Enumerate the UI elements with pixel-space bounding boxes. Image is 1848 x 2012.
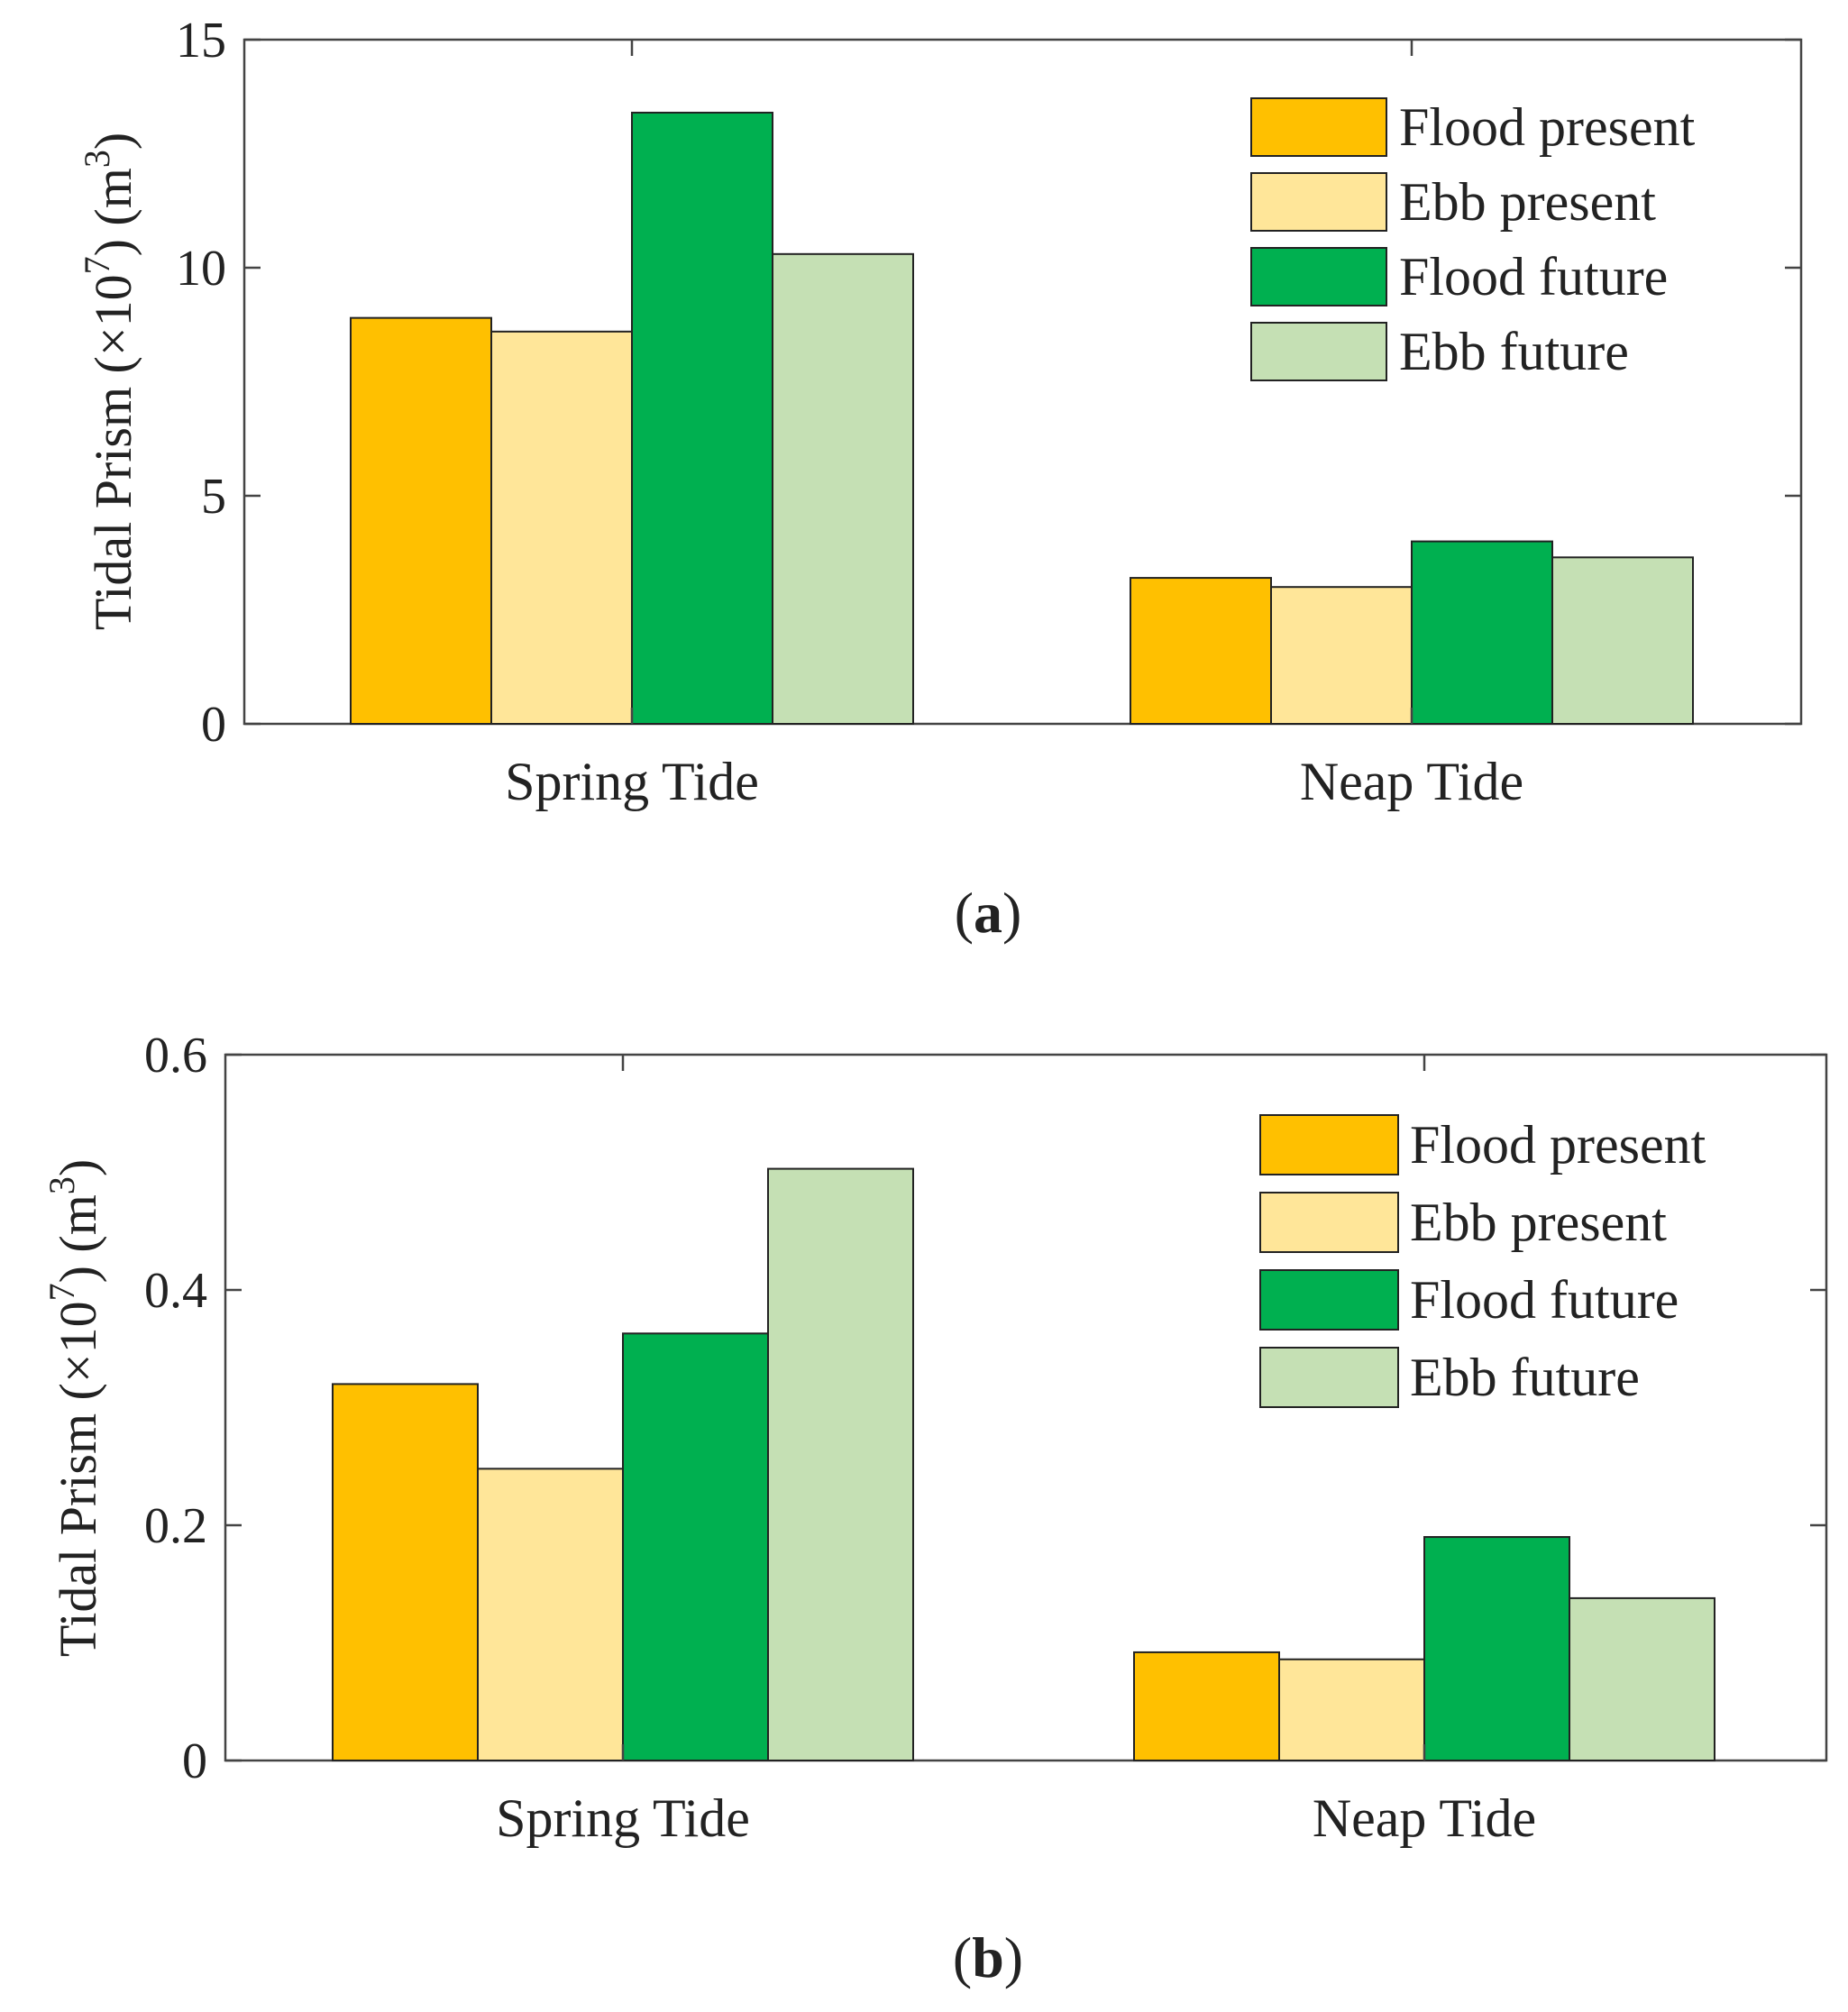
bar: [1411, 540, 1553, 725]
y-tick-label: 0.4: [144, 1263, 207, 1319]
y-tick-label: 0.2: [144, 1498, 207, 1554]
bar: [332, 1383, 479, 1762]
bar: [767, 1167, 914, 1761]
chart-panel-b: 0 0.2 0.4 0.6 Spring Tide Neap Tide Tidal Pr…: [41, 1028, 1828, 1848]
bar: [1278, 1658, 1425, 1762]
y-tick-label: 10: [176, 241, 226, 297]
legend-label: Flood future: [1399, 247, 1668, 306]
bar: [1569, 1596, 1715, 1762]
x-tick-label: Spring Tide: [505, 752, 759, 811]
bar: [350, 316, 492, 725]
bar: [1130, 577, 1272, 726]
legend-label: Ebb present: [1399, 172, 1656, 232]
legend-label: Ebb future: [1410, 1348, 1640, 1407]
y-axis: 0 5 10 15: [176, 13, 1801, 753]
y-tick-label: 0: [201, 697, 226, 753]
y-tick-label: 0.6: [144, 1028, 207, 1084]
legend-label: Flood future: [1410, 1270, 1679, 1330]
y-axis: 0 0.2 0.4 0.6: [144, 1028, 1826, 1789]
legend-swatch: [1259, 1192, 1399, 1253]
legend: Flood present Ebb present Flood future Ebb …: [1259, 1114, 1706, 1408]
y-tick-label: 5: [201, 469, 226, 525]
legend: Flood present Ebb present Flood future Ebb …: [1250, 97, 1696, 381]
bar: [631, 111, 773, 725]
legend-swatch: [1259, 1114, 1399, 1175]
legend-label: Ebb future: [1399, 322, 1629, 381]
bar-group: [350, 111, 1694, 726]
bar: [1133, 1651, 1280, 1761]
chart-panel-a: 0 5 10 15 Spring Tide Neap Tide Tidal Prism …: [77, 13, 1803, 811]
y-axis-title: Tidal Prism (×107) (m3): [77, 133, 142, 630]
y-tick-label: 15: [176, 13, 226, 69]
legend-label: Flood present: [1399, 97, 1696, 157]
x-tick-label: Neap Tide: [1300, 752, 1523, 811]
bar: [622, 1332, 769, 1762]
bar: [490, 330, 633, 725]
legend-swatch: [1250, 322, 1387, 381]
legend-swatch: [1259, 1269, 1399, 1331]
legend-swatch: [1259, 1347, 1399, 1408]
x-tick-label: Spring Tide: [496, 1788, 750, 1848]
plot-frame: [224, 1053, 1828, 1762]
y-tick-label: 0: [182, 1733, 207, 1789]
legend-swatch: [1250, 97, 1387, 157]
x-axis: Spring Tide Neap Tide: [496, 1055, 1536, 1848]
x-axis: Spring Tide Neap Tide: [505, 40, 1523, 811]
legend-label: Ebb present: [1410, 1193, 1667, 1252]
bar: [772, 252, 914, 725]
bar-group: [332, 1167, 1715, 1762]
bar: [1423, 1536, 1570, 1762]
legend-swatch: [1250, 247, 1387, 306]
plot-frame: [242, 38, 1803, 726]
caption-b: (b): [953, 1925, 1023, 1989]
caption-a: (a): [955, 881, 1022, 945]
y-axis-title: Tidal Prism (×107) (m3): [41, 1159, 107, 1657]
legend-label: Flood present: [1410, 1115, 1706, 1175]
bar: [1270, 586, 1413, 726]
bar: [477, 1468, 624, 1761]
legend-swatch: [1250, 172, 1387, 232]
bar: [1551, 556, 1694, 725]
x-tick-label: Neap Tide: [1313, 1788, 1536, 1848]
